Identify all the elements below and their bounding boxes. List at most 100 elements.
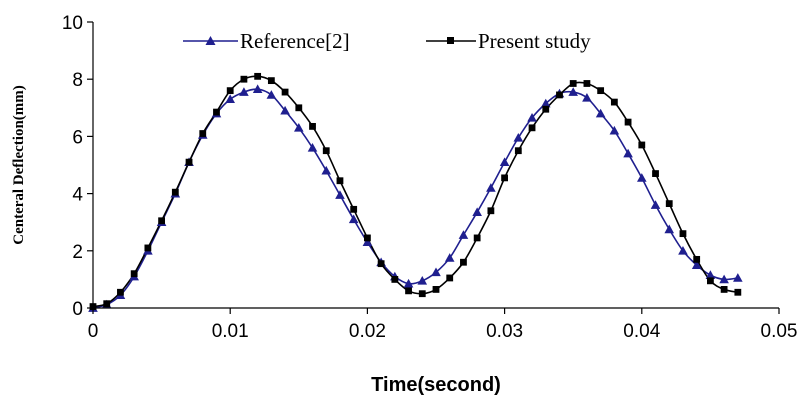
data-point-square: [473, 234, 481, 242]
data-point-triangle: [733, 273, 743, 282]
x-tick-label: 0.05: [761, 321, 798, 342]
data-point-square: [460, 258, 467, 266]
x-tick-label: 0.01: [212, 321, 249, 342]
legend-triangle-icon: [205, 36, 216, 45]
plot-markers: [88, 72, 743, 312]
y-ticks: 0 2 4 6 8 10: [62, 13, 93, 320]
data-point-square: [391, 276, 399, 283]
data-point-square: [364, 234, 371, 242]
data-point-triangle: [540, 98, 551, 108]
data-point-square: [542, 105, 550, 113]
data-point-square: [405, 287, 412, 295]
data-point-triangle: [417, 276, 428, 285]
data-point-square: [418, 290, 426, 298]
data-point-square: [117, 288, 124, 296]
data-point-triangle: [307, 143, 318, 152]
y-axis-label: Centeral Deflection(mm): [11, 85, 27, 245]
data-point-square: [322, 147, 330, 155]
data-point-square: [610, 98, 618, 106]
data-point-square: [295, 104, 303, 112]
data-point-square: [487, 207, 495, 215]
data-point-square: [336, 177, 344, 185]
data-point-triangle: [294, 123, 304, 132]
data-point-triangle: [623, 148, 633, 158]
data-point-square: [679, 230, 687, 238]
data-point-triangle: [650, 200, 661, 209]
data-point-triangle: [486, 183, 496, 192]
data-point-triangle: [472, 207, 482, 217]
x-axis-label: Time(second): [371, 374, 501, 396]
data-point-square: [199, 130, 207, 137]
data-point-triangle: [595, 108, 606, 118]
series-line-0: [92, 88, 738, 309]
data-point-square: [254, 72, 262, 80]
data-point-square: [350, 205, 358, 213]
x-tick-label: 0: [88, 321, 99, 342]
y-tick-label: 6: [72, 127, 83, 148]
data-point-triangle: [266, 90, 277, 99]
data-point-triangle: [335, 190, 345, 199]
data-point-triangle: [678, 246, 688, 255]
data-point-triangle: [444, 253, 455, 262]
data-point-square: [514, 147, 522, 155]
legend-label-present: Present study: [478, 29, 591, 53]
legend-square-icon: [447, 37, 454, 44]
data-point-square: [734, 288, 742, 296]
data-point-square: [226, 87, 234, 95]
data-point-triangle: [609, 125, 620, 135]
data-point-square: [281, 88, 289, 96]
x-tick-label: 0.02: [349, 321, 386, 342]
legend-entry-present: Present study: [426, 29, 591, 53]
data-point-triangle: [403, 278, 414, 288]
data-point-triangle: [431, 267, 441, 277]
data-point-triangle: [527, 113, 537, 122]
legend-label-reference: Reference[2]: [240, 29, 350, 53]
data-point-triangle: [582, 92, 592, 102]
data-point-square: [158, 217, 165, 225]
series-line-1: [92, 75, 739, 308]
data-point-triangle: [321, 165, 332, 175]
data-point-square: [665, 200, 673, 208]
y-tick-label: 4: [72, 185, 83, 206]
x-tick-label: 0.03: [486, 321, 523, 342]
data-point-triangle: [225, 94, 235, 104]
y-tick-label: 0: [72, 299, 83, 320]
data-point-triangle: [280, 105, 290, 115]
legend-entry-reference: Reference[2]: [183, 29, 350, 53]
data-point-square: [556, 91, 563, 99]
data-point-square: [377, 260, 385, 268]
x-tick-label: 0.04: [623, 321, 660, 342]
data-point-triangle: [513, 133, 524, 142]
data-point-square: [583, 80, 591, 87]
data-point-square: [103, 300, 111, 308]
x-ticks: 0 0.01 0.02 0.03 0.04 0.05: [88, 308, 798, 342]
data-point-triangle: [362, 237, 373, 247]
y-tick-label: 10: [62, 13, 83, 34]
data-point-square: [144, 244, 152, 252]
data-point-square: [446, 274, 454, 282]
data-point-square: [720, 286, 728, 293]
data-point-square: [213, 108, 220, 116]
data-point-triangle: [705, 270, 716, 279]
data-point-triangle: [664, 224, 675, 234]
data-point-square: [130, 270, 138, 278]
data-point-square: [171, 188, 179, 196]
data-point-square: [432, 286, 440, 293]
data-point-square: [693, 255, 701, 263]
data-point-square: [185, 158, 193, 166]
data-point-triangle: [691, 260, 702, 269]
data-point-square: [707, 277, 714, 285]
data-point-square: [309, 122, 316, 130]
data-point-square: [501, 174, 508, 182]
data-point-triangle: [499, 157, 510, 166]
data-point-square: [569, 80, 577, 87]
data-point-square: [597, 87, 605, 95]
data-point-square: [652, 170, 659, 177]
data-point-square: [624, 118, 632, 126]
data-point-triangle: [348, 214, 359, 224]
data-point-triangle: [252, 84, 263, 94]
data-point-square: [240, 75, 248, 83]
data-point-square: [638, 141, 646, 149]
data-point-square: [267, 77, 275, 85]
